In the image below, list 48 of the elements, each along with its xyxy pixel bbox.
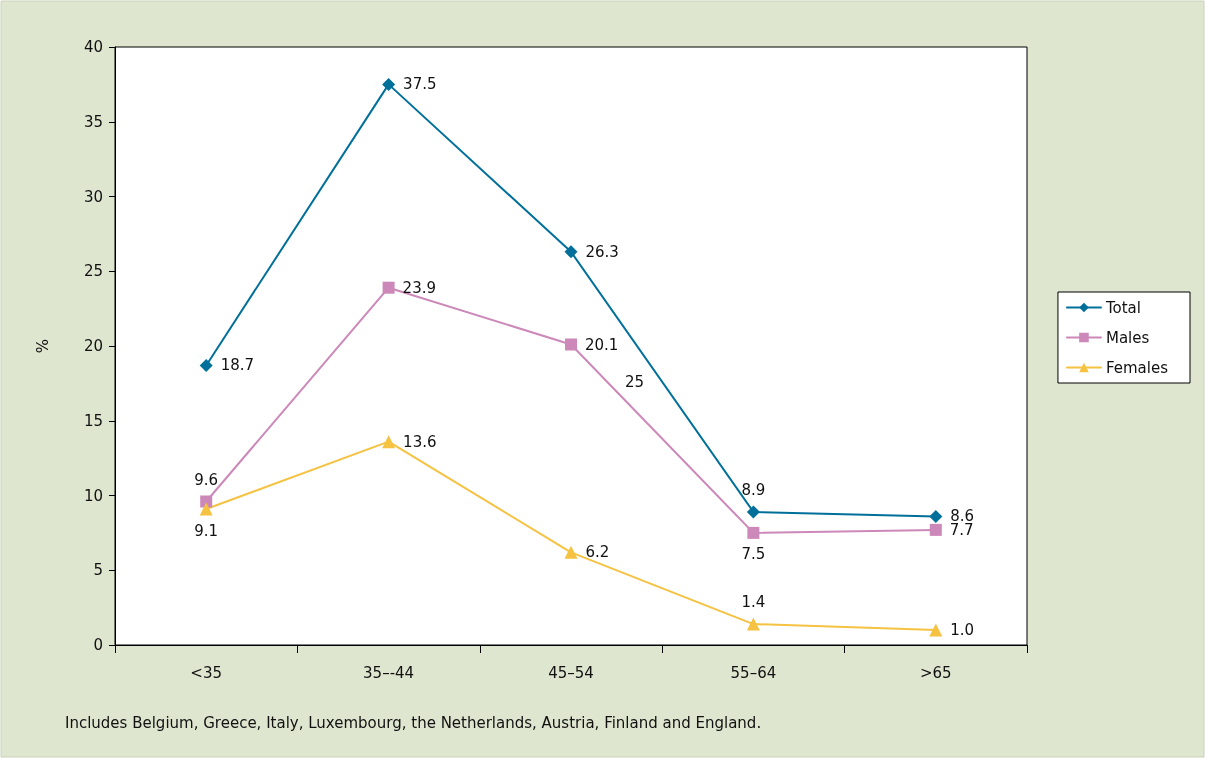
y-tick-label: 20 bbox=[83, 337, 103, 355]
data-label: 18.7 bbox=[220, 356, 255, 375]
x-tick-label: 45–54 bbox=[548, 663, 594, 682]
data-label: 1.4 bbox=[741, 593, 766, 612]
point bbox=[382, 435, 396, 449]
legend-label: Females bbox=[1105, 358, 1169, 377]
data-label: 1.0 bbox=[950, 621, 975, 640]
data-label: 8.9 bbox=[741, 480, 766, 499]
y-axis-title: % bbox=[33, 338, 52, 354]
point bbox=[929, 523, 942, 536]
point bbox=[929, 509, 943, 523]
point bbox=[747, 526, 760, 539]
data-label: 23.9 bbox=[402, 278, 437, 297]
y-tick-label: 40 bbox=[83, 38, 103, 56]
legend-label: Males bbox=[1105, 328, 1150, 347]
y-tick-label: 30 bbox=[83, 187, 103, 206]
point bbox=[200, 495, 213, 508]
point bbox=[564, 245, 578, 259]
x-tick-label: 55–64 bbox=[730, 663, 777, 682]
x-tick-label: 35–-44 bbox=[363, 663, 415, 682]
point bbox=[746, 505, 760, 519]
y-tick-label: 10 bbox=[83, 486, 103, 505]
point bbox=[199, 358, 213, 372]
point bbox=[929, 623, 943, 637]
point bbox=[565, 338, 577, 351]
data-label: 7.5 bbox=[741, 545, 766, 564]
y-tick-label: 25 bbox=[83, 262, 103, 281]
point bbox=[382, 281, 395, 294]
data-label: 6.2 bbox=[585, 543, 610, 562]
data-label: 26.3 bbox=[585, 242, 619, 261]
y-tick-label: 35 bbox=[83, 112, 103, 131]
data-label: 9.6 bbox=[194, 470, 219, 489]
point bbox=[746, 617, 760, 631]
data-label: 9.1 bbox=[194, 521, 219, 540]
y-tick-label: 0 bbox=[93, 636, 103, 654]
point bbox=[564, 545, 578, 559]
data-label: 20.1 bbox=[585, 335, 619, 354]
annotation: 25 bbox=[625, 372, 645, 391]
data-label: 37.5 bbox=[403, 75, 437, 94]
x-tick-label: <35 bbox=[190, 663, 223, 682]
point bbox=[199, 502, 213, 516]
text: Includes Belgium, Greece, Italy, Luxembourg, the Netherlands, Austria, Finland and England. bbox=[65, 713, 762, 732]
point bbox=[382, 77, 396, 91]
legend-label: Total bbox=[1104, 298, 1141, 317]
x-tick-label: >65 bbox=[919, 663, 952, 682]
data-label: 13.6 bbox=[403, 432, 437, 451]
y-tick-label: 5 bbox=[93, 561, 103, 580]
y-tick-label: 15 bbox=[83, 411, 103, 430]
